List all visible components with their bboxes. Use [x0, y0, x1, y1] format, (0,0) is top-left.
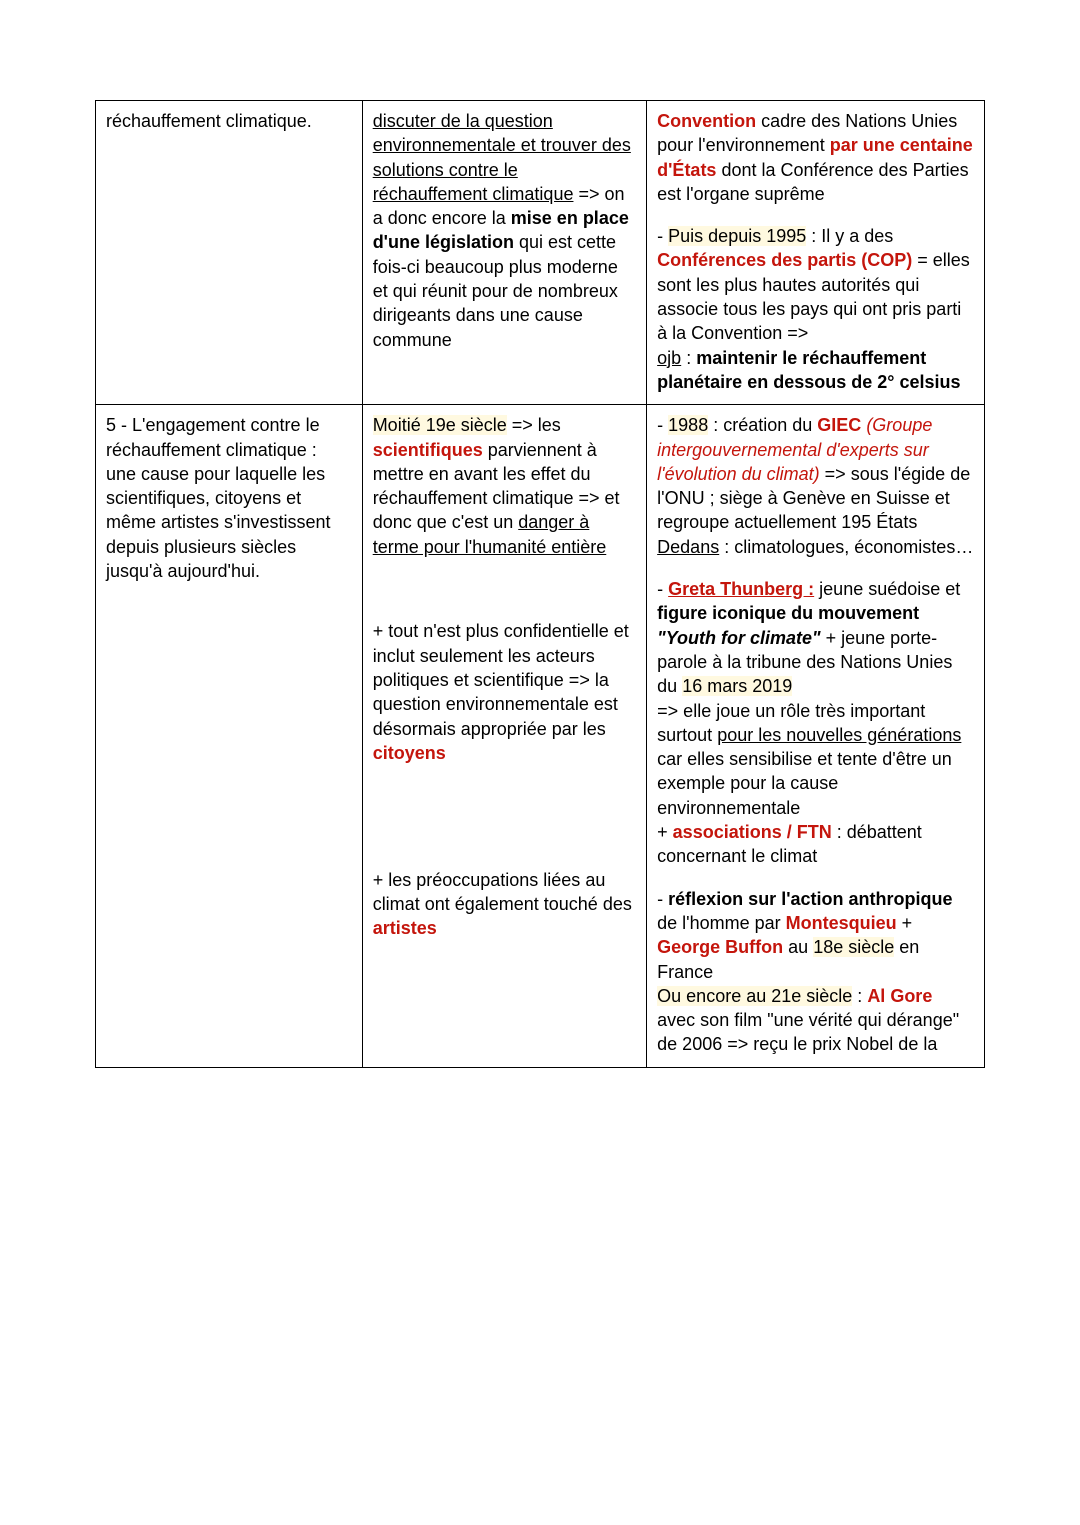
cell-topic: 5 - L'engagement contre le réchauffement…	[96, 405, 363, 1067]
notes-table: réchauffement climatique. discuter de la…	[95, 100, 985, 1068]
document-page: réchauffement climatique. discuter de la…	[0, 0, 1080, 1128]
table-body: réchauffement climatique. discuter de la…	[96, 101, 985, 1068]
cell-analysis: Moitié 19e siècle => les scientifiques p…	[362, 405, 646, 1067]
cell-examples: - 1988 : création du GIEC (Groupe interg…	[647, 405, 985, 1067]
cell-examples: Convention cadre des Nations Unies pour …	[647, 101, 985, 405]
table-row: 5 - L'engagement contre le réchauffement…	[96, 405, 985, 1067]
table-row: réchauffement climatique. discuter de la…	[96, 101, 985, 405]
cell-topic: réchauffement climatique.	[96, 101, 363, 405]
cell-analysis: discuter de la question environnementale…	[362, 101, 646, 405]
